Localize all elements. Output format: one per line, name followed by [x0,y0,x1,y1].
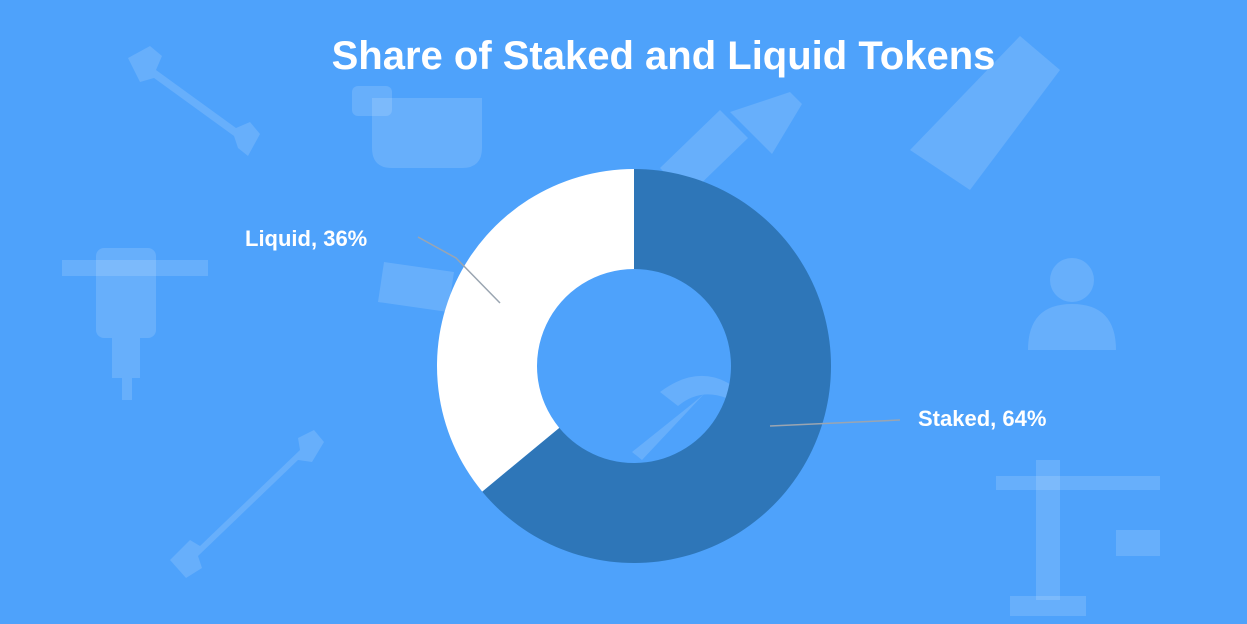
handsaw-icon [378,262,454,312]
leader-line-staked [769,419,901,427]
chart-title: Share of Staked and Liquid Tokens [331,34,996,78]
hammer-icon [632,375,736,460]
paintbrush-icon [660,92,802,196]
jackhammer-icon [62,248,208,400]
data-label-staked: Staked, 64% [918,406,1046,431]
slice-liquid [436,169,634,492]
wrench-icon [170,430,324,578]
wrench-icon [128,46,260,156]
leader-line-liquid [417,236,501,304]
data-label-liquid: Liquid, 36% [245,226,367,251]
paint-bucket-icon [352,86,482,168]
saw-icon [910,36,1060,190]
worker-icon [1028,258,1116,350]
slice-staked [482,169,831,563]
crane-icon [996,460,1160,616]
